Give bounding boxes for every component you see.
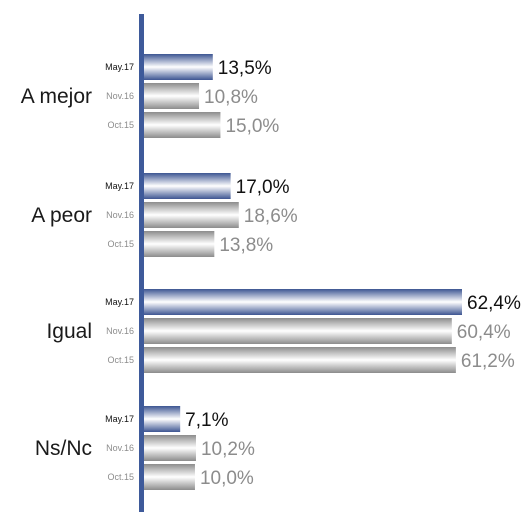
period-label-a-mejor-nov-16: Nov.16	[106, 91, 134, 101]
period-label-a-mejor-oct-15: Oct.15	[107, 120, 134, 130]
bar-igual-oct-15	[144, 347, 456, 373]
period-label-igual-oct-15: Oct.15	[107, 355, 134, 365]
value-label-a-mejor-oct-15: 15,0%	[225, 116, 279, 137]
value-label-ns-nc-may-17: 7,1%	[185, 410, 228, 431]
value-label-igual-nov-16: 60,4%	[457, 322, 511, 343]
bar-a-peor-oct-15	[144, 231, 215, 257]
value-label-igual-may-17: 62,4%	[467, 293, 521, 314]
bar-ns-nc-oct-15	[144, 464, 195, 490]
value-label-a-mejor-nov-16: 10,8%	[204, 87, 258, 108]
bar-ns-nc-may-17	[144, 406, 181, 432]
bar-ns-nc-nov-16	[144, 435, 196, 461]
y-axis-line	[139, 14, 144, 512]
value-label-ns-nc-nov-16: 10,2%	[201, 439, 255, 460]
period-label-igual-nov-16: Nov.16	[106, 326, 134, 336]
bar-igual-nov-16	[144, 318, 452, 344]
period-label-ns-nc-oct-15: Oct.15	[107, 472, 134, 482]
period-label-a-peor-oct-15: Oct.15	[107, 239, 134, 249]
value-label-a-peor-nov-16: 18,6%	[244, 206, 298, 227]
value-label-ns-nc-oct-15: 10,0%	[200, 468, 254, 489]
value-label-a-peor-may-17: 17,0%	[236, 177, 290, 198]
value-label-a-mejor-may-17: 13,5%	[218, 58, 272, 79]
category-label-a-mejor: A mejor	[21, 85, 92, 108]
bar-a-mejor-oct-15	[144, 112, 221, 138]
value-label-igual-oct-15: 61,2%	[461, 351, 515, 372]
value-label-a-peor-oct-15: 13,8%	[219, 235, 273, 256]
period-label-a-mejor-may-17: May.17	[105, 62, 134, 72]
bar-igual-may-17	[144, 289, 462, 315]
category-label-a-peor: A peor	[31, 204, 92, 227]
category-label-igual: Igual	[46, 320, 92, 343]
bar-a-peor-may-17	[144, 173, 231, 199]
period-label-ns-nc-may-17: May.17	[105, 414, 134, 424]
bar-a-mejor-may-17	[144, 54, 213, 80]
bar-a-peor-nov-16	[144, 202, 239, 228]
bar-a-mejor-nov-16	[144, 83, 200, 109]
period-label-a-peor-may-17: May.17	[105, 181, 134, 191]
category-label-ns-nc: Ns/Nc	[35, 437, 92, 460]
period-label-igual-may-17: May.17	[105, 297, 134, 307]
period-label-a-peor-nov-16: Nov.16	[106, 210, 134, 220]
period-label-ns-nc-nov-16: Nov.16	[106, 443, 134, 453]
